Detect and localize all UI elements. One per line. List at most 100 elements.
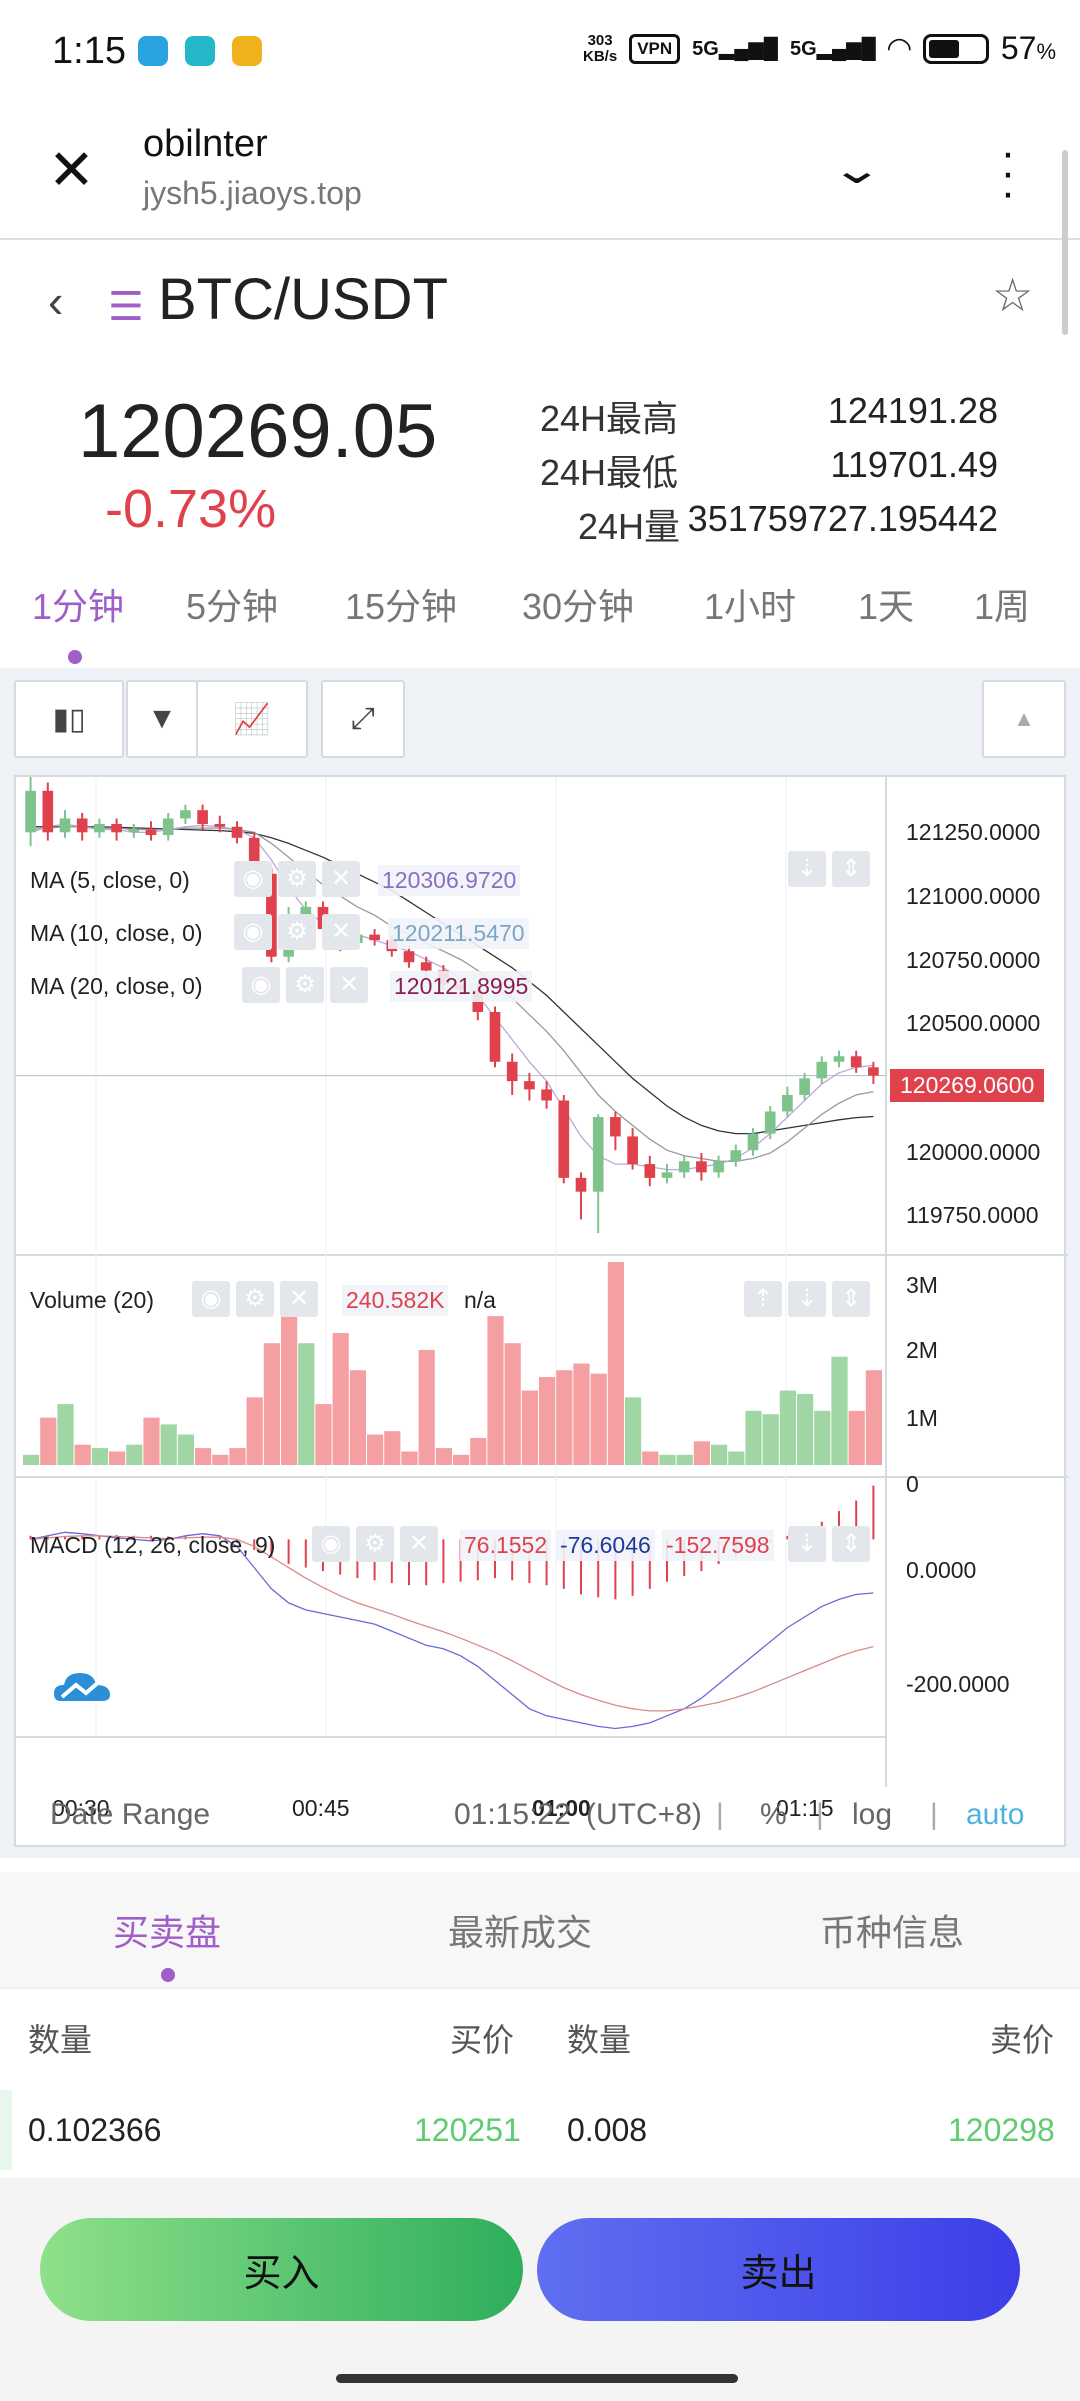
main-pane-controls: ⇣ ⇕ bbox=[788, 851, 870, 887]
collapse-icon[interactable]: ▲ bbox=[982, 680, 1066, 758]
sell-qty[interactable]: 0.008 bbox=[567, 2112, 648, 2148]
candlestick-icon[interactable]: ▮▯ bbox=[14, 680, 124, 758]
battery-icon bbox=[922, 33, 989, 64]
close-icon[interactable]: ✕ bbox=[322, 861, 360, 897]
gear-icon[interactable]: ⚙ bbox=[236, 1281, 274, 1317]
ma20-label: MA (20, close, 0) bbox=[30, 973, 203, 999]
menu-icon[interactable]: ☰ bbox=[108, 285, 144, 329]
eye-icon[interactable]: ◉ bbox=[242, 967, 280, 1003]
close-icon[interactable]: ✕ bbox=[280, 1281, 318, 1317]
column-header-bid: 买价 bbox=[450, 2022, 515, 2058]
date-range-button[interactable]: Date Range bbox=[50, 1798, 211, 1831]
macd-signal-value: -76.6046 bbox=[556, 1530, 655, 1561]
candle-body bbox=[575, 1177, 587, 1192]
pair-symbol[interactable]: BTC/USDT bbox=[158, 267, 448, 332]
tab-coin-info[interactable]: 币种信息 bbox=[820, 1912, 965, 1953]
arrow-up-icon[interactable]: ⇡ bbox=[744, 1281, 782, 1317]
volume-bar bbox=[779, 1390, 796, 1465]
tab-latest-trades[interactable]: 最新成交 bbox=[448, 1912, 593, 1953]
ma20-value: 120121.8995 bbox=[390, 971, 533, 1002]
tab-1h[interactable]: 1小时 bbox=[704, 586, 797, 627]
volume-bar bbox=[367, 1434, 384, 1465]
home-indicator[interactable] bbox=[336, 2374, 738, 2383]
star-icon[interactable]: ☆ bbox=[992, 269, 1034, 321]
back-icon[interactable]: ‹ bbox=[48, 275, 64, 327]
arrow-updown-icon[interactable]: ⇕ bbox=[832, 1526, 870, 1562]
eye-icon[interactable]: ◉ bbox=[312, 1526, 350, 1562]
close-icon[interactable]: ✕ bbox=[48, 138, 95, 201]
tab-1w[interactable]: 1周 bbox=[974, 586, 1031, 627]
volume-pane-controls: ⇡ ⇣ ⇕ bbox=[744, 1281, 870, 1317]
price-axis-label: 121000.0000 bbox=[906, 883, 1041, 909]
close-icon[interactable]: ✕ bbox=[330, 967, 368, 1003]
page-url[interactable]: jysh5.jiaoys.top bbox=[143, 175, 362, 211]
gear-icon[interactable]: ⚙ bbox=[278, 914, 316, 950]
chart-timezone[interactable]: (UTC+8) bbox=[586, 1798, 702, 1831]
eye-icon[interactable]: ◉ bbox=[234, 861, 272, 897]
active-tab-indicator bbox=[161, 1968, 175, 1982]
log-toggle[interactable]: log bbox=[852, 1798, 893, 1831]
tab-5m[interactable]: 5分钟 bbox=[186, 586, 279, 627]
volume-bar bbox=[728, 1451, 745, 1465]
volume-axis-label: 2M bbox=[906, 1337, 938, 1363]
price-axis-label: 120000.0000 bbox=[906, 1139, 1041, 1165]
signal-line bbox=[30, 1535, 874, 1712]
percent-toggle[interactable]: % bbox=[760, 1798, 787, 1831]
tab-15m[interactable]: 15分钟 bbox=[345, 586, 458, 627]
candle-body bbox=[627, 1136, 638, 1165]
fullscreen-icon[interactable]: ⤢ bbox=[321, 680, 405, 758]
bid-price[interactable]: 120251 bbox=[414, 2112, 521, 2148]
buy-button[interactable]: 买入 bbox=[40, 2218, 523, 2321]
ma10-controls: ◉ ⚙ ✕ bbox=[234, 914, 360, 950]
gear-icon[interactable]: ⚙ bbox=[278, 861, 316, 897]
gear-icon[interactable]: ⚙ bbox=[356, 1526, 394, 1562]
candle-body bbox=[25, 790, 36, 833]
candle-body bbox=[59, 818, 71, 833]
volume-bar bbox=[676, 1454, 693, 1465]
macd-axis-label: 0.0000 bbox=[906, 1557, 977, 1583]
candle-body bbox=[403, 951, 415, 963]
net-speed: 303 KB/s bbox=[583, 31, 618, 65]
arrow-updown-icon[interactable]: ⇕ bbox=[832, 1281, 870, 1317]
candle-body bbox=[94, 824, 105, 833]
chart-frame[interactable]: MA (5, close, 0) ◉ ⚙ ✕ 120306.9720 MA (1… bbox=[14, 775, 1068, 1847]
candle-body bbox=[782, 1094, 793, 1112]
low-value: 119701.49 bbox=[830, 444, 998, 485]
price-change: -0.73% bbox=[105, 479, 277, 539]
close-icon[interactable]: ✕ bbox=[322, 914, 360, 950]
arrow-down-icon[interactable]: ⇣ bbox=[788, 851, 826, 887]
candle-body bbox=[799, 1078, 810, 1095]
chevron-down-icon[interactable]: ⌄ bbox=[829, 148, 884, 192]
ask-price[interactable]: 120298 bbox=[948, 2112, 1055, 2148]
auto-toggle[interactable]: auto bbox=[966, 1798, 1025, 1831]
arrow-down-icon[interactable]: ⇣ bbox=[788, 1526, 826, 1562]
macd-hist-value: -152.7598 bbox=[662, 1530, 774, 1561]
volume-bar bbox=[625, 1397, 642, 1465]
ma5-label: MA (5, close, 0) bbox=[30, 867, 190, 893]
column-header-qty: 数量 bbox=[567, 2022, 632, 2058]
sell-button[interactable]: 卖出 bbox=[537, 2218, 1020, 2321]
arrow-down-icon[interactable]: ⇣ bbox=[788, 1281, 826, 1317]
tab-30m[interactable]: 30分钟 bbox=[522, 586, 635, 627]
close-icon[interactable]: ✕ bbox=[400, 1526, 438, 1562]
more-icon[interactable]: · · · bbox=[1000, 128, 1016, 217]
scrollbar[interactable] bbox=[1062, 150, 1068, 335]
tab-1d[interactable]: 1天 bbox=[858, 586, 915, 627]
volume-controls: ◉ ⚙ ✕ bbox=[192, 1281, 318, 1317]
price-axis-label: 120750.0000 bbox=[906, 947, 1041, 973]
candle-body bbox=[180, 810, 191, 819]
volume-bar bbox=[435, 1448, 452, 1465]
eye-icon[interactable]: ◉ bbox=[234, 914, 272, 950]
tab-order-book[interactable]: 买卖盘 bbox=[113, 1912, 222, 1953]
arrow-updown-icon[interactable]: ⇕ bbox=[832, 851, 870, 887]
eye-icon[interactable]: ◉ bbox=[192, 1281, 230, 1317]
indicators-icon[interactable]: 📈 bbox=[196, 680, 308, 758]
buy-qty[interactable]: 0.102366 bbox=[28, 2112, 162, 2148]
chart-type-dropdown-icon[interactable]: ▼ bbox=[126, 680, 198, 758]
volume-bar bbox=[814, 1410, 831, 1465]
tab-1m[interactable]: 1分钟 bbox=[32, 586, 125, 627]
volume-bar bbox=[263, 1343, 280, 1465]
volume-bar bbox=[109, 1451, 126, 1465]
volume-bar bbox=[556, 1370, 573, 1465]
gear-icon[interactable]: ⚙ bbox=[286, 967, 324, 1003]
